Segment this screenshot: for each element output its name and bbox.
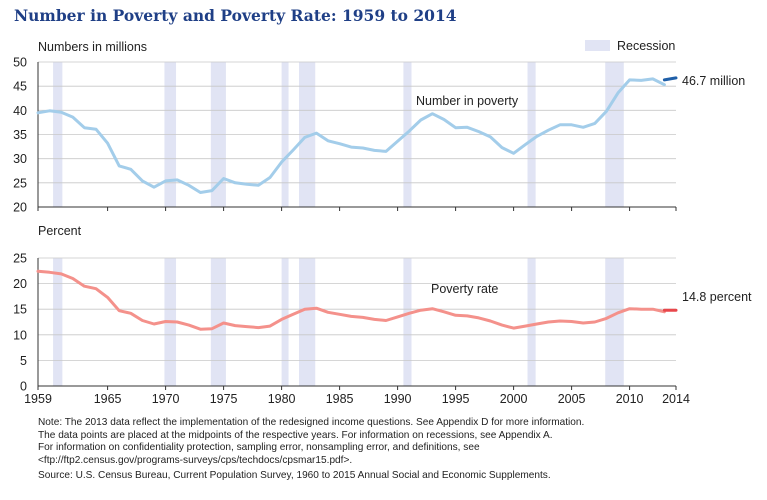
end-label-14-8-percent: 14.8 percent <box>682 290 752 304</box>
series-end-segment <box>662 76 678 82</box>
y-axis-label-percent: Percent <box>38 224 82 238</box>
x-tick-label: 1980 <box>268 392 296 406</box>
legend-label: Recession <box>617 39 675 53</box>
y-tick-label: 5 <box>20 354 27 368</box>
recession-bar <box>527 258 536 386</box>
end-label-46-7-million: 46.7 million <box>682 74 745 88</box>
recession-bar <box>281 258 289 386</box>
recession-bar <box>605 258 624 386</box>
number-in-poverty-panel: Numbers in millions Number in poverty 46… <box>13 40 745 215</box>
y-tick-label: 10 <box>13 328 27 342</box>
x-tick-label: 2000 <box>500 392 528 406</box>
x-tick-label: 2014 <box>662 392 690 406</box>
note-line: Note: The 2013 data reflect the implemen… <box>38 417 585 428</box>
y-tick-label: 25 <box>13 252 27 266</box>
y-tick-label: 25 <box>13 176 27 190</box>
note-line: The data points are placed at the midpoi… <box>38 429 553 441</box>
legend: Recession <box>585 39 675 53</box>
series-label-number-in-poverty: Number in poverty <box>416 94 519 108</box>
y-tick-label: 40 <box>13 104 27 118</box>
x-tick-label: 1990 <box>384 392 412 406</box>
poverty-rate-panel: Percent Poverty rate 14.8 percent 0 5 10 15… <box>13 224 752 394</box>
y-axis-label-numbers: Numbers in millions <box>38 40 147 54</box>
legend-swatch <box>585 40 610 51</box>
x-tick-label: 1970 <box>152 392 180 406</box>
y-tick-label: 20 <box>13 277 27 291</box>
series-label-poverty-rate: Poverty rate <box>431 282 498 296</box>
series-line <box>36 269 666 331</box>
series-line <box>36 77 666 194</box>
y-tick-label: 45 <box>13 80 27 94</box>
x-tick-label: 1985 <box>326 392 354 406</box>
note-line: For information on confidentiality prote… <box>38 442 480 454</box>
y-tick-label: 35 <box>13 128 27 142</box>
x-tick-label: 1965 <box>94 392 122 406</box>
x-tick-label: 2005 <box>558 392 586 406</box>
recession-bar <box>403 258 412 386</box>
x-tick-label: 2010 <box>616 392 644 406</box>
chart-title: Number in Poverty and Poverty Rate: 1959… <box>14 6 457 25</box>
source-line: Source: U.S. Census Bureau, Current Popu… <box>38 470 551 482</box>
notes-block: Note: The 2013 data reflect the implemen… <box>38 417 758 483</box>
x-tick-label: 1959 <box>24 392 52 406</box>
x-tick-label: 1975 <box>210 392 238 406</box>
recession-bar <box>53 258 63 386</box>
y-tick-label: 30 <box>13 152 27 166</box>
x-tick-label: 1995 <box>442 392 470 406</box>
y-tick-label: 20 <box>13 201 27 215</box>
y-tick-label: 0 <box>20 380 27 394</box>
recession-bar <box>210 258 226 386</box>
y-tick-label: 15 <box>13 303 27 317</box>
recession-bar <box>299 258 316 386</box>
y-tick-label: 50 <box>13 56 27 70</box>
x-axis: 1959 1965 1970 1975 1980 1985 1990 1995 2000 2005… <box>24 392 690 406</box>
poverty-charts: Recession Numbers in millions Number in … <box>13 39 752 406</box>
note-line: <ftp://ftp2.census.gov/programs-surveys/… <box>38 454 353 466</box>
